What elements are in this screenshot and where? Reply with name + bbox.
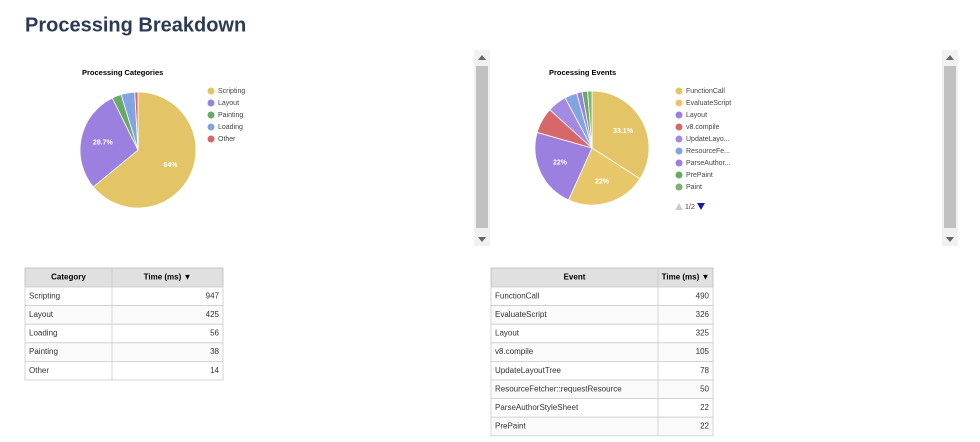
table-cell: 325 [696, 329, 710, 338]
legend-page: 1/2 [685, 204, 695, 211]
legend-swatch [207, 135, 215, 143]
legend-prev[interactable] [675, 203, 683, 210]
legend-label: Scripting [218, 88, 245, 95]
slice-label: 28.7% [93, 139, 114, 146]
slice-label: 64% [164, 162, 179, 169]
legend-label: Other [218, 136, 236, 143]
table-cell: ParseAuthorStyleSheet [495, 403, 579, 412]
legend-swatch [675, 111, 683, 119]
column-header: Category [51, 273, 86, 282]
table-cell: 490 [696, 291, 710, 300]
pie-slice [587, 90, 593, 149]
table-cell: Layout [495, 329, 520, 338]
pie-slice [92, 91, 197, 209]
legend-swatch [675, 183, 683, 191]
page-title: Processing Breakdown [25, 14, 246, 36]
pie-slice [79, 97, 139, 188]
legend-label: ParseAuthor... [686, 160, 730, 167]
legend-swatch [675, 159, 683, 167]
slice-label: 22% [595, 179, 610, 186]
table-cell: Scripting [29, 291, 60, 300]
table-cell: 50 [700, 384, 709, 393]
scroll-up[interactable] [946, 55, 954, 60]
table-cell: Loading [29, 329, 57, 338]
table-row [24, 305, 224, 325]
table-cell: Other [29, 366, 49, 375]
legend-swatch [675, 147, 683, 155]
legend-label: v8.compile [686, 124, 720, 131]
legend-swatch [675, 123, 683, 131]
chart-title: Processing Categories [82, 68, 163, 77]
column-header: Event [564, 273, 586, 282]
legend-swatch [207, 99, 215, 107]
table-cell: 78 [700, 366, 709, 375]
legend-swatch [675, 87, 683, 95]
pie-slice [134, 91, 139, 151]
slice-label: 22% [553, 160, 568, 167]
scrollbar[interactable] [474, 50, 490, 246]
scroll-thumb[interactable] [944, 66, 956, 228]
legend-swatch [675, 171, 683, 179]
scrollbar[interactable] [942, 50, 958, 246]
legend-label: PrePaint [686, 172, 713, 179]
table-cell: EvaluateScript [495, 310, 547, 319]
table-row [24, 360, 224, 381]
legend-swatch [207, 87, 215, 95]
table-cell: PrePaint [495, 422, 526, 431]
pie-slice [534, 131, 593, 201]
table-cell: ResourceFetcher::requestResource [495, 384, 622, 393]
legend-label: Paint [686, 184, 702, 191]
scroll-down[interactable] [946, 237, 954, 242]
table-row [490, 323, 714, 344]
table-cell: 326 [696, 310, 710, 319]
legend-label: Layout [686, 112, 707, 119]
legend-label: Layout [218, 100, 239, 107]
table-cell: 22 [700, 403, 709, 412]
legend-label: Loading [218, 124, 243, 131]
scroll-up[interactable] [478, 55, 486, 60]
legend-label: UpdateLayo... [686, 136, 730, 143]
table-cell: UpdateLayoutTree [495, 366, 562, 375]
table-cell: 56 [210, 329, 219, 338]
legend-label: FunctionCall [686, 88, 725, 95]
scroll-down[interactable] [478, 237, 486, 242]
legend-swatch [207, 123, 215, 131]
table-cell: Painting [29, 347, 58, 356]
scroll-thumb[interactable] [476, 66, 488, 228]
pie-slice [568, 147, 641, 206]
table-row [490, 416, 714, 437]
table-cell: 425 [206, 310, 220, 319]
legend-swatch [675, 135, 683, 143]
table-cell: 22 [700, 422, 709, 431]
legend-label: ResourceFe... [686, 148, 730, 155]
table-cell: 38 [210, 347, 219, 356]
table-cell: Layout [29, 310, 54, 319]
table-cell: 947 [206, 291, 220, 300]
legend-label: EvaluateScript [686, 100, 731, 107]
column-header: Time (ms) ▼ [662, 273, 710, 282]
slice-label: 33.1% [613, 128, 634, 135]
table-cell: v8.compile [495, 347, 534, 356]
legend-swatch [675, 99, 683, 107]
table-cell: FunctionCall [495, 291, 540, 300]
table-cell: 14 [210, 366, 219, 375]
column-header: Time (ms) ▼ [144, 273, 192, 282]
chart-title: Processing Events [549, 68, 616, 77]
legend-next[interactable] [697, 203, 705, 210]
legend-label: Painting [218, 112, 243, 119]
legend-swatch [207, 111, 215, 119]
table-cell: 105 [696, 347, 710, 356]
